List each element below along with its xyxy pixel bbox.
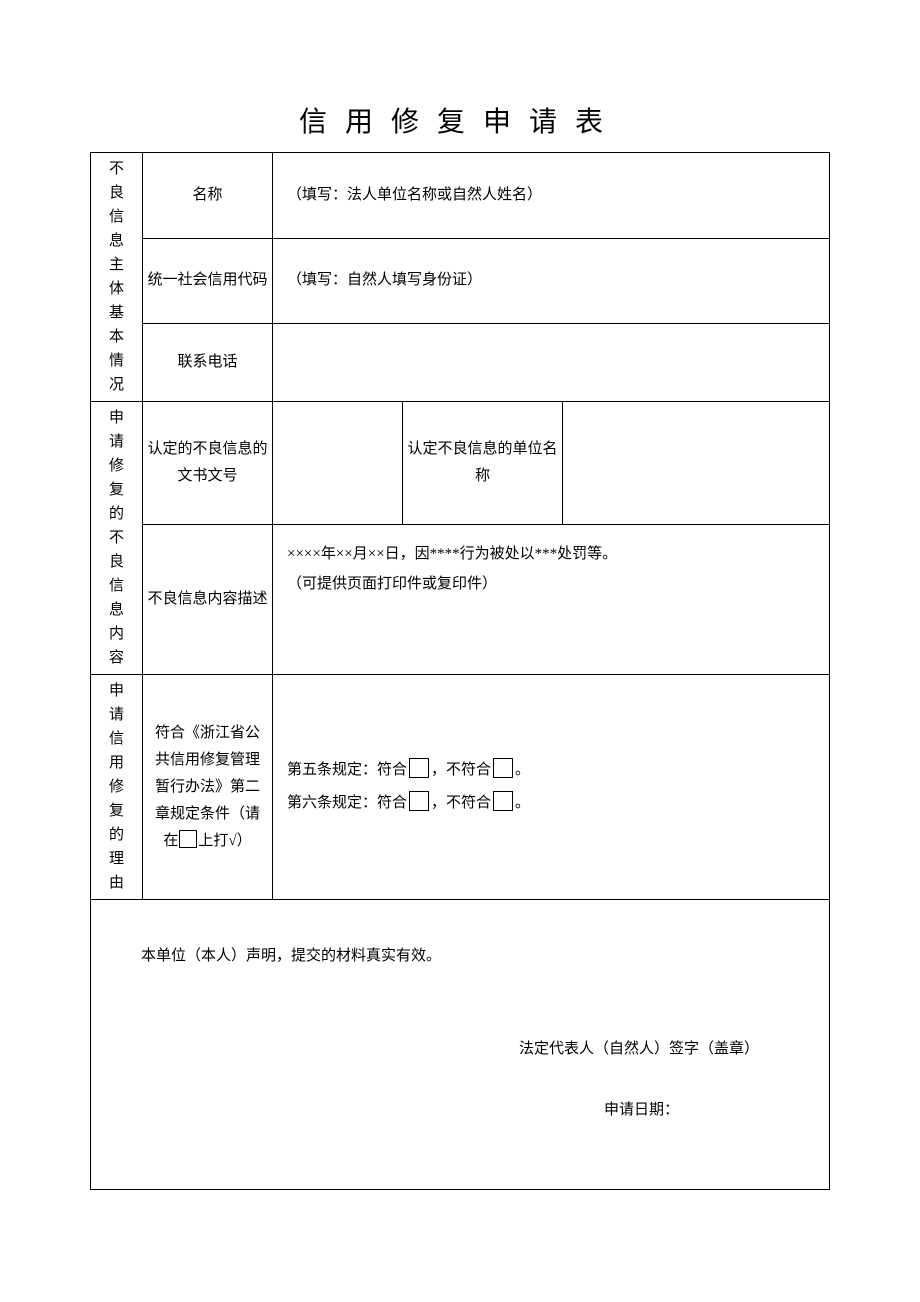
docno-value[interactable] [273, 402, 403, 525]
declaration-cell: 本单位（本人）声明，提交的材料真实有效。 法定代表人（自然人）签字（盖章） 申请… [91, 900, 830, 1190]
name-value[interactable]: （填写：法人单位名称或自然人姓名） [273, 153, 830, 239]
name-label: 名称 [143, 153, 273, 239]
article5-no-checkbox[interactable] [493, 758, 513, 778]
declaration-text: 本单位（本人）声明，提交的材料真实有效。 [141, 940, 799, 973]
application-form-table: 不良信息主体基本情况 名称 （填写：法人单位名称或自然人姓名） 统一社会信用代码… [90, 152, 830, 1190]
reason-checkboxes: 第五条规定：符合，不符合。 第六条规定：符合，不符合。 [273, 675, 830, 900]
desc-line2: （可提供页面打印件或复印件） [287, 569, 815, 599]
desc-value[interactable]: ××××年××月××日，因****行为被处以***处罚等。 （可提供页面打印件或… [273, 525, 830, 675]
uscc-label: 统一社会信用代码 [143, 238, 273, 324]
article6-line: 第六条规定：符合，不符合。 [287, 787, 815, 820]
uscc-value[interactable]: （填写：自然人填写身份证） [273, 238, 830, 324]
date-label: 申请日期： [141, 1094, 799, 1127]
section3-header: 申请信用修复的理由 [91, 675, 143, 900]
form-title: 信用修复申请表 [90, 100, 830, 140]
article6-no-checkbox[interactable] [493, 791, 513, 811]
unit-label: 认定不良信息的单位名称 [403, 402, 563, 525]
desc-line1: ××××年××月××日，因****行为被处以***处罚等。 [287, 539, 815, 569]
signature-label: 法定代表人（自然人）签字（盖章） [141, 1033, 799, 1066]
phone-label: 联系电话 [143, 324, 273, 402]
phone-value[interactable] [273, 324, 830, 402]
docno-label: 认定的不良信息的文书文号 [143, 402, 273, 525]
article5-line: 第五条规定：符合，不符合。 [287, 754, 815, 787]
inline-checkbox-icon [179, 830, 197, 848]
article6-yes-checkbox[interactable] [409, 791, 429, 811]
unit-value[interactable] [563, 402, 830, 525]
section2-header: 申请修复的不良信息内容 [91, 402, 143, 675]
desc-label: 不良信息内容描述 [143, 525, 273, 675]
article5-yes-checkbox[interactable] [409, 758, 429, 778]
section1-header: 不良信息主体基本情况 [91, 153, 143, 402]
reason-condition-label: 符合《浙江省公共信用修复管理暂行办法》第二章规定条件（请在上打√） [143, 675, 273, 900]
